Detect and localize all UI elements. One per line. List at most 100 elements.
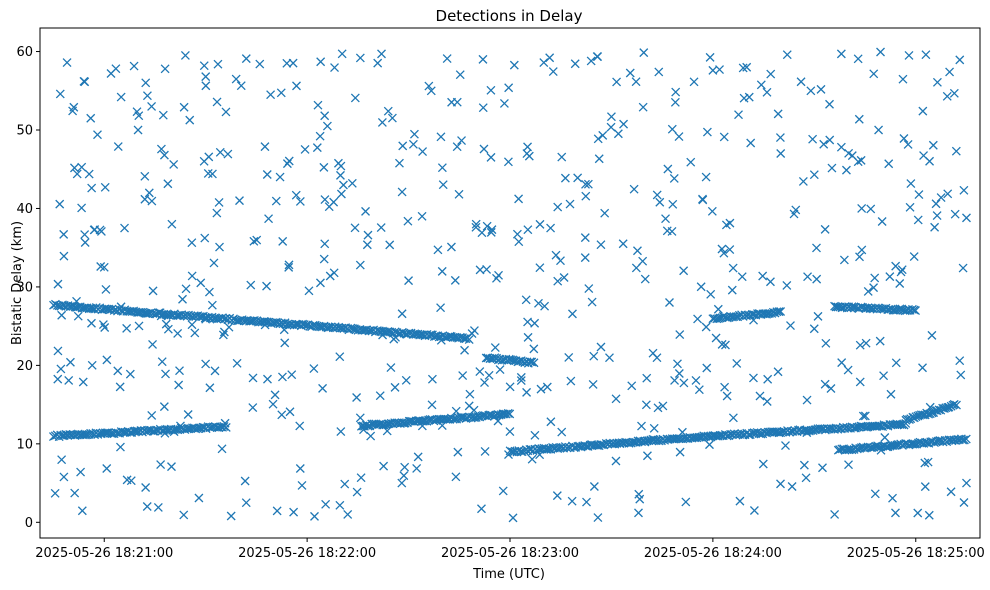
detection-marker — [215, 147, 225, 157]
detection-marker — [279, 325, 289, 335]
detection-marker — [573, 173, 583, 183]
detection-marker — [280, 338, 290, 348]
detection-marker — [830, 510, 840, 519]
track-marker — [888, 441, 898, 451]
detection-marker — [478, 54, 488, 64]
detection-marker — [478, 103, 488, 113]
detection-marker — [335, 170, 345, 180]
detection-marker — [397, 309, 407, 319]
detection-marker — [248, 403, 258, 413]
detection-marker — [80, 77, 90, 87]
detection-marker — [260, 320, 270, 330]
track-marker — [615, 439, 625, 449]
detection-marker — [80, 230, 90, 239]
track-marker — [804, 426, 814, 436]
detection-marker — [524, 151, 534, 161]
detection-marker — [330, 63, 339, 73]
track-marker — [729, 312, 739, 322]
track-marker — [863, 303, 873, 313]
detection-marker — [681, 497, 691, 507]
track-marker — [514, 356, 524, 366]
detection-marker — [509, 60, 519, 70]
detection-marker — [548, 67, 558, 77]
detection-marker — [187, 238, 197, 248]
track-marker — [772, 307, 782, 317]
detection-marker — [467, 329, 477, 339]
detection-marker — [737, 272, 747, 282]
detection-marker — [266, 90, 276, 100]
detection-marker — [480, 446, 490, 456]
detection-marker — [120, 223, 129, 233]
detection-marker — [861, 338, 871, 348]
detection-marker — [720, 382, 730, 392]
detection-marker — [625, 68, 635, 78]
track-marker — [366, 325, 375, 335]
track-marker — [907, 304, 917, 314]
detection-marker — [798, 177, 808, 186]
detection-marker — [826, 384, 836, 393]
detection-marker — [706, 289, 716, 299]
detection-marker — [631, 77, 641, 87]
detection-marker — [196, 278, 206, 288]
detection-marker — [285, 407, 295, 417]
detection-marker — [535, 450, 545, 460]
detection-marker — [679, 378, 689, 388]
detection-marker — [133, 125, 143, 135]
detection-marker — [391, 332, 400, 342]
detection-marker — [156, 460, 166, 470]
detection-marker — [59, 472, 69, 482]
detection-marker — [176, 421, 185, 431]
data-markers — [48, 47, 971, 523]
detection-marker — [65, 357, 75, 367]
detection-marker — [73, 311, 83, 321]
detection-marker — [880, 433, 890, 442]
detection-marker — [72, 296, 81, 306]
detection-marker — [163, 179, 173, 189]
detection-marker — [457, 136, 466, 146]
detection-marker — [479, 144, 489, 154]
detection-marker — [707, 206, 717, 216]
detection-marker — [654, 67, 664, 77]
detection-marker — [732, 359, 742, 368]
detection-marker — [494, 270, 504, 280]
detection-marker — [649, 423, 659, 433]
track-marker — [908, 439, 918, 449]
detection-marker — [111, 64, 121, 74]
detection-marker — [801, 473, 811, 483]
detection-marker — [309, 364, 319, 373]
detection-marker — [870, 489, 880, 499]
detection-marker — [451, 472, 461, 482]
detection-marker — [181, 284, 191, 294]
y-tick-label: 30 — [16, 280, 33, 295]
detection-marker — [744, 92, 754, 102]
detection-marker — [355, 260, 365, 270]
detection-marker — [304, 286, 314, 296]
detection-marker — [454, 189, 464, 199]
detection-marker — [612, 77, 622, 87]
detection-marker — [962, 478, 971, 488]
x-axis-label: Time (UTC) — [472, 567, 545, 582]
detection-marker — [825, 99, 834, 109]
detection-marker — [148, 286, 158, 296]
detection-marker — [876, 445, 886, 455]
track-marker — [916, 410, 926, 420]
detection-marker — [689, 77, 699, 87]
detection-marker — [503, 157, 513, 167]
detection-marker — [236, 81, 246, 91]
detection-marker — [418, 147, 428, 157]
detection-marker — [866, 204, 876, 214]
detection-marker — [451, 406, 461, 416]
detection-marker — [504, 450, 513, 460]
detection-marker — [587, 297, 597, 307]
detection-marker — [417, 211, 427, 221]
detection-marker — [397, 478, 407, 488]
y-axis-label: Bistatic Delay (km) — [10, 221, 25, 345]
detection-marker — [437, 266, 447, 276]
detection-marker — [295, 196, 305, 206]
detection-marker — [319, 254, 329, 264]
detection-marker — [516, 376, 526, 386]
detection-marker — [589, 482, 599, 491]
detection-marker — [201, 72, 211, 82]
detection-marker — [209, 258, 219, 268]
